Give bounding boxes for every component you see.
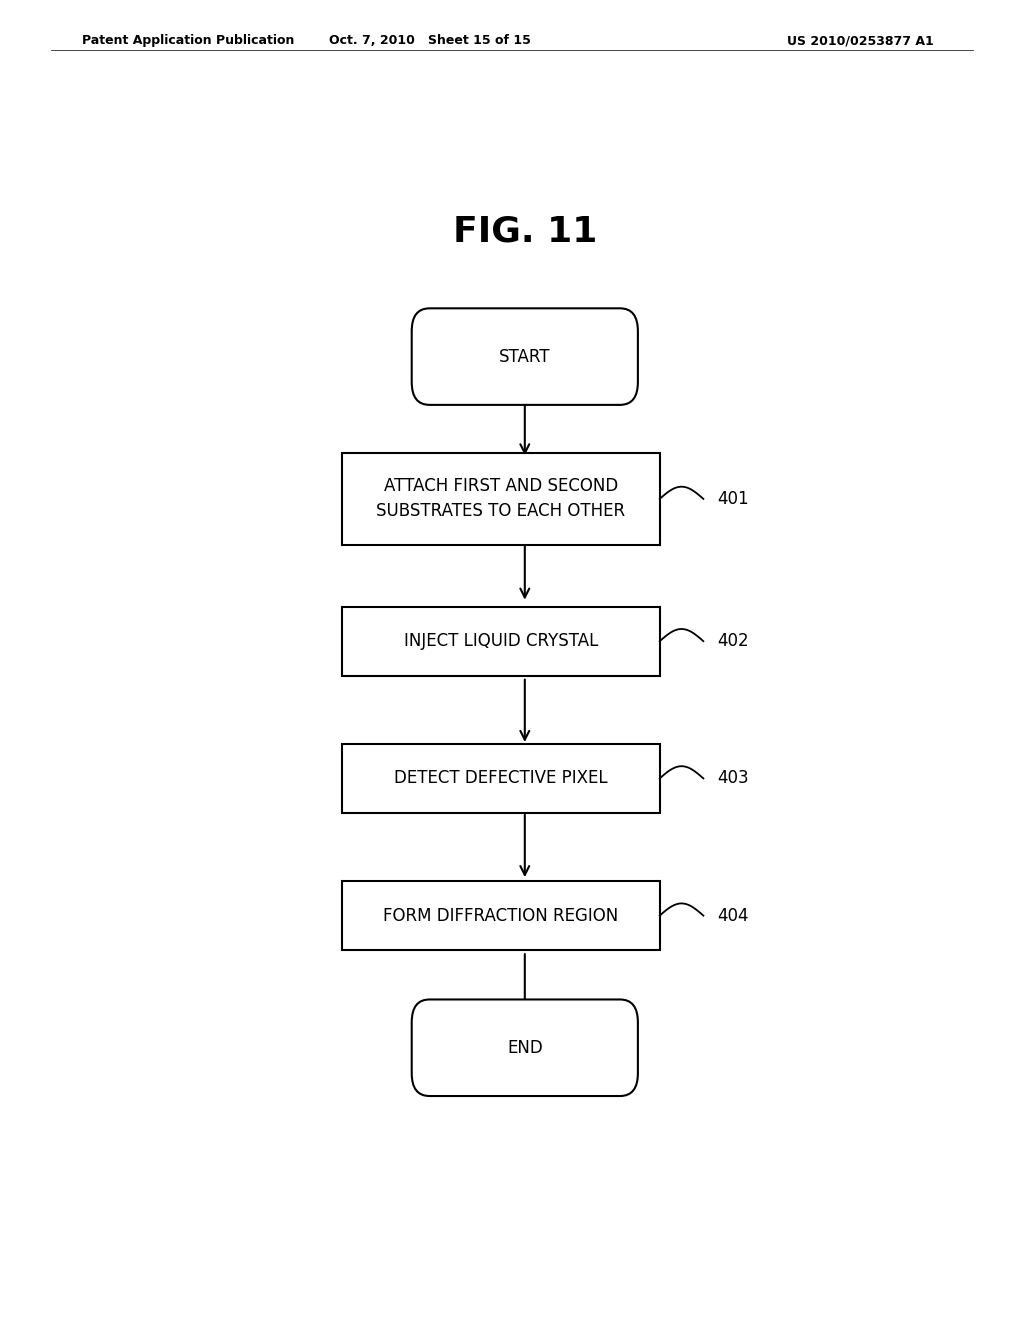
Text: ATTACH FIRST AND SECOND
SUBSTRATES TO EACH OTHER: ATTACH FIRST AND SECOND SUBSTRATES TO EA… <box>377 478 626 520</box>
Text: 403: 403 <box>718 770 750 788</box>
FancyBboxPatch shape <box>342 744 659 813</box>
Text: Patent Application Publication: Patent Application Publication <box>82 34 294 48</box>
Text: FORM DIFFRACTION REGION: FORM DIFFRACTION REGION <box>383 907 618 924</box>
FancyBboxPatch shape <box>342 453 659 545</box>
Text: START: START <box>499 347 551 366</box>
Text: US 2010/0253877 A1: US 2010/0253877 A1 <box>786 34 934 48</box>
Text: INJECT LIQUID CRYSTAL: INJECT LIQUID CRYSTAL <box>403 632 598 651</box>
FancyBboxPatch shape <box>412 999 638 1096</box>
Text: DETECT DEFECTIVE PIXEL: DETECT DEFECTIVE PIXEL <box>394 770 608 788</box>
Text: 402: 402 <box>718 632 750 651</box>
Text: 404: 404 <box>718 907 750 924</box>
FancyBboxPatch shape <box>342 607 659 676</box>
Text: FIG. 11: FIG. 11 <box>453 214 597 248</box>
Text: Oct. 7, 2010   Sheet 15 of 15: Oct. 7, 2010 Sheet 15 of 15 <box>329 34 531 48</box>
FancyBboxPatch shape <box>412 309 638 405</box>
Text: 401: 401 <box>718 490 750 508</box>
FancyBboxPatch shape <box>342 880 659 950</box>
Text: END: END <box>507 1039 543 1057</box>
